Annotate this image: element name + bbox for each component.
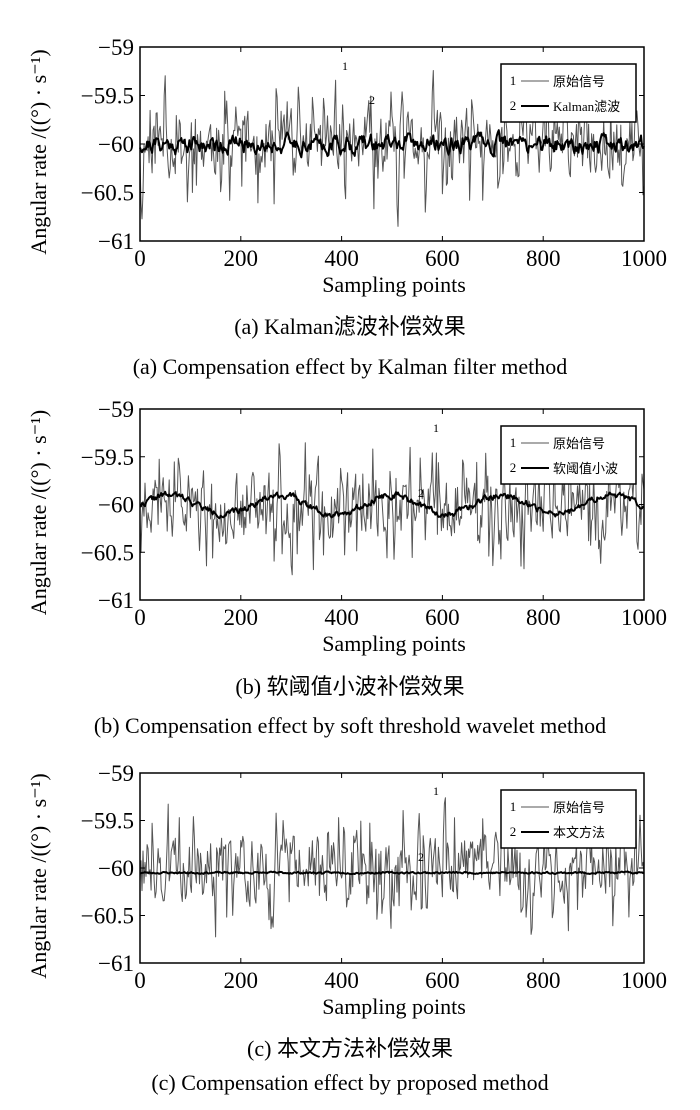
x-tick-label: 200 — [224, 605, 259, 630]
y-tick-label: −60 — [98, 493, 134, 518]
y-tick-label: −59 — [98, 761, 134, 786]
caption-en: (c) Compensation effect by proposed meth… — [151, 1070, 548, 1095]
caption-cn: (b) 软阈值小波补偿效果 — [235, 674, 464, 699]
y-tick-label: −59.5 — [81, 445, 134, 470]
y-tick-label: −59.5 — [81, 809, 134, 834]
series-marker-2: 2 — [418, 486, 424, 500]
legend-label: 软阈值小波 — [553, 461, 618, 476]
legend-marker: 1 — [510, 435, 517, 450]
x-tick-label: 200 — [224, 968, 259, 993]
caption-en: (b) Compensation effect by soft threshol… — [94, 713, 606, 738]
x-tick-label: 1000 — [621, 605, 667, 630]
y-tick-label: −61 — [98, 229, 134, 254]
legend-marker: 2 — [510, 98, 517, 113]
series-marker-1: 1 — [342, 59, 348, 73]
y-tick-label: −59 — [98, 397, 134, 422]
y-tick-label: −59 — [98, 35, 134, 60]
series-line-2 — [139, 490, 645, 520]
x-tick-label: 800 — [526, 968, 561, 993]
legend-label: 原始信号 — [553, 800, 605, 815]
x-tick-label: 0 — [134, 246, 146, 271]
caption-cn: (a) Kalman滤波补偿效果 — [234, 314, 466, 339]
x-tick-label: 800 — [526, 605, 561, 630]
x-tick-label: 200 — [224, 246, 259, 271]
x-axis-title: Sampling points — [322, 994, 466, 1019]
legend-label: Kalman滤波 — [553, 99, 620, 114]
legend-label: 原始信号 — [553, 436, 605, 451]
y-tick-label: −61 — [98, 951, 134, 976]
x-tick-label: 800 — [526, 246, 561, 271]
y-tick-label: −60 — [98, 132, 134, 157]
series-line-2 — [139, 870, 644, 876]
legend-box — [500, 789, 637, 849]
series-marker-2: 2 — [369, 93, 375, 107]
x-tick-label: 400 — [324, 246, 359, 271]
x-tick-label: 1000 — [621, 246, 667, 271]
x-tick-label: 600 — [425, 605, 460, 630]
legend-marker: 1 — [510, 73, 517, 88]
legend-box — [500, 425, 637, 485]
x-tick-label: 0 — [134, 968, 146, 993]
legend-label: 本文方法 — [553, 825, 605, 840]
y-axis-title: Angular rate /((°) · s⁻¹) — [26, 49, 51, 254]
x-tick-label: 1000 — [621, 968, 667, 993]
y-tick-label: −60 — [98, 856, 134, 881]
legend-label: 原始信号 — [553, 74, 605, 89]
series-marker-1: 1 — [433, 784, 439, 798]
y-tick-label: −60.5 — [81, 181, 134, 206]
x-axis-title: Sampling points — [322, 631, 466, 656]
y-tick-label: −60.5 — [81, 540, 134, 565]
series-line-2 — [139, 129, 645, 159]
legend-marker: 2 — [510, 824, 517, 839]
y-tick-label: −61 — [98, 588, 134, 613]
x-tick-label: 400 — [324, 968, 359, 993]
y-tick-label: −60.5 — [81, 904, 134, 929]
x-tick-label: 0 — [134, 605, 146, 630]
y-tick-label: −59.5 — [81, 84, 134, 109]
y-axis-title: Angular rate /((°) · s⁻¹) — [26, 410, 51, 615]
x-tick-label: 600 — [425, 246, 460, 271]
series-line-1 — [139, 70, 645, 227]
series-marker-1: 1 — [433, 421, 439, 435]
series-line-1 — [139, 797, 645, 938]
y-axis-title: Angular rate /((°) · s⁻¹) — [26, 773, 51, 978]
series-marker-2: 2 — [418, 850, 424, 864]
x-axis-title: Sampling points — [322, 272, 466, 297]
x-tick-label: 400 — [324, 605, 359, 630]
legend-marker: 2 — [510, 460, 517, 475]
legend-box — [500, 63, 637, 123]
x-tick-label: 600 — [425, 968, 460, 993]
caption-cn: (c) 本文方法补偿效果 — [247, 1036, 453, 1061]
legend-marker: 1 — [510, 799, 517, 814]
caption-en: (a) Compensation effect by Kalman filter… — [133, 354, 568, 379]
